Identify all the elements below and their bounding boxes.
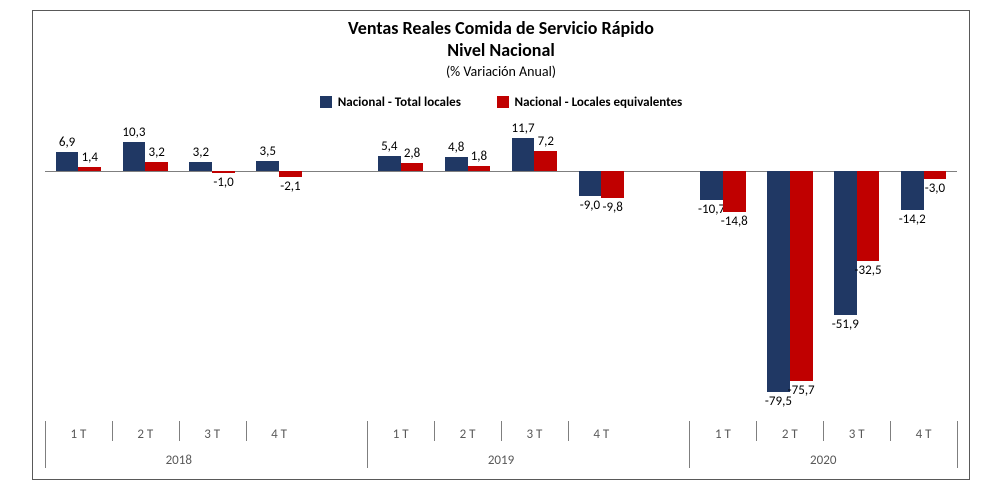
quarter-label: 3 T — [204, 427, 220, 442]
quarter-label: 4 T — [271, 427, 287, 442]
bar-equiv — [468, 166, 491, 171]
quarter-label: 2 T — [460, 427, 476, 442]
value-label: -14,8 — [721, 214, 748, 229]
quarter-tick — [823, 421, 824, 441]
legend-item-equiv: Nacional - Locales equivalentes — [497, 95, 683, 110]
quarter-label: 3 T — [527, 427, 543, 442]
quarter-tick — [434, 421, 435, 441]
value-label: -2,1 — [280, 179, 300, 194]
chart-frame: Ventas Reales Comida de Servicio Rápido … — [32, 10, 970, 480]
value-label: 7,2 — [538, 134, 554, 149]
bar-equiv — [279, 171, 302, 177]
bar-equiv — [601, 171, 624, 198]
chart-title-line1: Ventas Reales Comida de Servicio Rápido — [33, 17, 969, 39]
bar-total — [445, 157, 468, 170]
value-label: -9,8 — [602, 200, 622, 215]
bar-equiv — [212, 171, 235, 174]
bar-equiv — [723, 171, 746, 212]
value-label: 4,8 — [448, 140, 464, 155]
bar-total — [123, 142, 146, 171]
legend-label-total: Nacional - Total locales — [338, 95, 461, 110]
year-separator — [689, 421, 690, 468]
quarter-tick — [501, 421, 502, 441]
bar-equiv — [145, 162, 168, 171]
bar-total — [834, 171, 857, 315]
bar-equiv — [78, 167, 101, 171]
year-label: 2020 — [810, 453, 836, 468]
year-label: 2018 — [166, 453, 192, 468]
value-label: 1,4 — [82, 150, 98, 165]
bar-equiv — [790, 171, 813, 382]
value-label: -51,9 — [832, 317, 859, 332]
legend-swatch-total — [320, 96, 332, 108]
chart-subtitle: (% Variación Anual) — [33, 63, 969, 80]
year-label: 2019 — [488, 453, 514, 468]
value-label: -14,2 — [899, 212, 926, 227]
quarter-tick — [112, 421, 113, 441]
year-separator — [45, 421, 46, 468]
value-label: -75,7 — [788, 383, 815, 398]
value-label: 2,8 — [404, 146, 420, 161]
bar-total — [512, 138, 535, 171]
quarter-tick — [246, 421, 247, 441]
bar-total — [378, 156, 401, 171]
value-label: 3,2 — [193, 145, 209, 160]
year-separator — [367, 421, 368, 468]
quarter-label: 1 T — [71, 427, 87, 442]
bar-equiv — [534, 151, 557, 171]
bar-total — [56, 152, 79, 171]
quarter-tick — [179, 421, 180, 441]
chart-title-line2: Nivel Nacional — [33, 39, 969, 61]
quarter-tick — [890, 421, 891, 441]
bar-equiv — [857, 171, 880, 261]
value-label: 3,2 — [148, 145, 164, 160]
year-separator — [957, 421, 958, 468]
bar-total — [901, 171, 924, 210]
legend-swatch-equiv — [497, 96, 509, 108]
bar-total — [700, 171, 723, 201]
value-label: 1,8 — [471, 149, 487, 164]
quarter-label: 2 T — [137, 427, 153, 442]
plot-area: 20181 T6,91,42 T10,33,23 T3,2-1,04 T3,5-… — [45, 129, 957, 421]
value-label: -32,5 — [855, 263, 882, 278]
value-label: 6,9 — [59, 135, 75, 150]
bar-equiv — [401, 163, 424, 171]
quarter-label: 1 T — [715, 427, 731, 442]
value-label: 10,3 — [122, 125, 145, 140]
value-label: -1,0 — [213, 175, 233, 190]
value-label: -9,0 — [580, 198, 600, 213]
bar-total — [767, 171, 790, 392]
quarter-label: 4 T — [593, 427, 609, 442]
quarter-label: 2 T — [782, 427, 798, 442]
value-label: -3,0 — [925, 181, 945, 196]
value-label: 5,4 — [381, 139, 397, 154]
quarter-label: 4 T — [916, 427, 932, 442]
legend-label-equiv: Nacional - Locales equivalentes — [515, 95, 683, 110]
value-label: 11,7 — [512, 121, 535, 136]
value-label: 3,5 — [259, 144, 275, 159]
baseline-axis — [45, 171, 957, 172]
bar-total — [189, 162, 212, 171]
quarter-tick — [756, 421, 757, 441]
bar-total — [256, 161, 279, 171]
quarter-tick — [568, 421, 569, 441]
bar-equiv — [924, 171, 947, 179]
bar-total — [579, 171, 602, 196]
quarter-label: 3 T — [849, 427, 865, 442]
quarter-label: 1 T — [393, 427, 409, 442]
chart-legend: Nacional - Total locales Nacional - Loca… — [33, 94, 969, 113]
legend-item-total: Nacional - Total locales — [320, 95, 461, 110]
